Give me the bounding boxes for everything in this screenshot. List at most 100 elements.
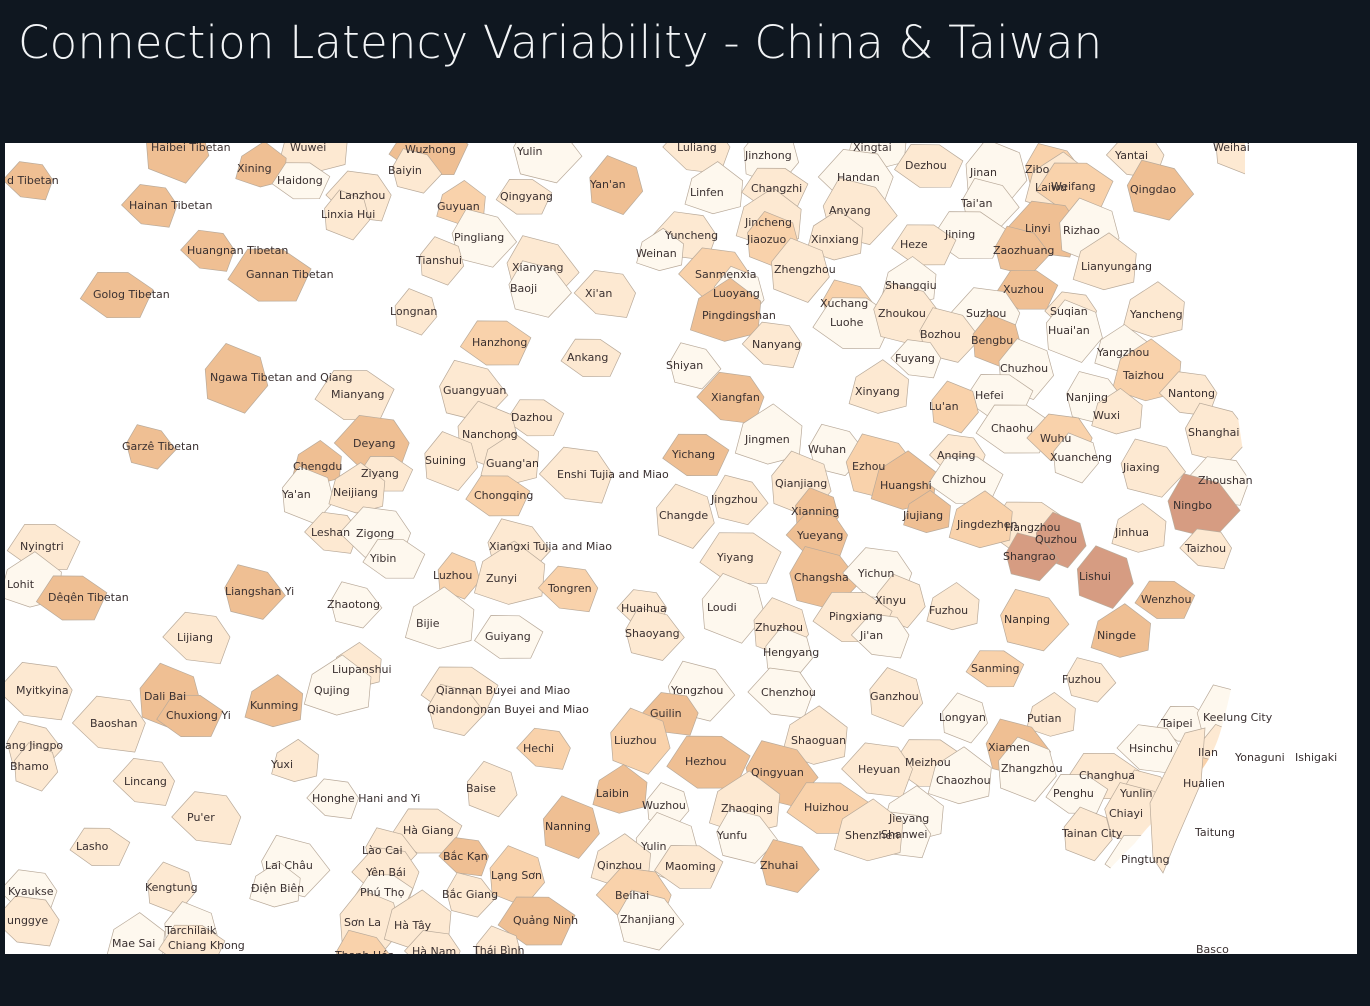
region-longyan[interactable] [942,692,988,744]
region-penghu[interactable] [1045,774,1109,814]
region-shangrao[interactable] [1005,532,1060,582]
region-golog-tibetan[interactable] [79,271,154,319]
region-qingdao[interactable] [1126,159,1195,221]
region-longnan[interactable] [394,288,438,336]
region-liangshan-yi[interactable] [224,564,286,620]
region-bijie[interactable] [404,586,475,650]
region-shenzhen[interactable] [833,798,904,862]
region-lincang[interactable] [112,758,175,806]
region-tianshui[interactable] [420,236,465,286]
region-b-c-giang[interactable] [446,872,497,918]
region-gannan-tibetan[interactable] [227,248,312,302]
region-myitkyina[interactable] [5,662,73,721]
region-liuzhou[interactable] [610,707,671,775]
region-haibei-tibetan[interactable] [146,143,210,184]
region-chuxiong-yi[interactable] [156,694,224,737]
region-shaoguan[interactable] [781,705,848,765]
region-tainan-city[interactable] [1063,806,1113,862]
region-zhangzhou[interactable] [998,736,1057,802]
region-taiwan[interactable] [1149,727,1206,874]
region-h-giang[interactable] [390,808,463,854]
region-lijiang[interactable] [162,611,231,665]
region-sanming[interactable] [965,650,1025,688]
region-ankang[interactable] [560,338,622,377]
region-ji-an[interactable] [850,613,910,659]
region-thanh-h-a[interactable] [335,929,393,954]
region-yan-an[interactable] [589,155,644,216]
region-linxia-hui[interactable] [324,189,370,241]
region-hanzhong[interactable] [459,320,532,366]
region-zunyi[interactable] [473,540,546,605]
region-jingzhou[interactable] [712,474,769,526]
region-yuxi[interactable] [271,738,319,782]
region-xuzhou[interactable] [995,270,1059,310]
region-jiaxing[interactable] [1120,438,1187,498]
region-tongren[interactable] [537,565,599,613]
region-yulin[interactable] [513,143,583,184]
region-xinyang[interactable] [848,359,909,414]
region-loudi[interactable] [701,572,766,644]
region-enshi-tujia-and-miao[interactable] [538,446,613,504]
region-wuxi[interactable] [1091,387,1143,435]
region-xuancheng[interactable] [1053,432,1099,484]
region-yunfu[interactable] [716,808,778,864]
region-chaozhou[interactable] [927,746,992,805]
region-lu-an[interactable] [931,380,979,434]
region-pu-er[interactable] [171,791,242,845]
region-qiandongnan-buyei-and-miao[interactable] [427,683,486,736]
region-jinhua[interactable] [1111,503,1167,553]
region-huai-an[interactable] [1045,299,1103,363]
region-weinan[interactable] [636,227,684,271]
region-putian[interactable] [1026,691,1076,737]
region-chongqing[interactable] [465,475,531,517]
region-maoming[interactable] [654,845,724,889]
region-nanyang[interactable] [741,321,803,369]
region-bhamo[interactable] [14,742,59,792]
region-b-c-k-n[interactable] [438,837,490,877]
region-huangnan-tibetan[interactable] [180,229,235,272]
region-nanping[interactable] [1000,588,1070,652]
region-leshan[interactable] [304,511,359,554]
region-hezhou[interactable] [666,735,751,789]
region-ningbo[interactable] [1167,473,1241,540]
region-pingdingshan[interactable] [689,277,762,342]
region-dazhou[interactable] [505,399,565,437]
region-jingdezhen[interactable] [948,490,1013,549]
region-th-i-b-nh[interactable] [476,925,522,954]
region-neijiang[interactable] [328,462,386,514]
region-xinxiang[interactable] [806,209,864,261]
region-luzhou[interactable] [437,552,481,600]
region-haidong[interactable] [271,162,331,200]
region-shiyan[interactable] [669,342,722,390]
region--i-n-bi-n[interactable] [249,860,301,908]
region-yichang[interactable] [662,433,730,476]
region-unggye[interactable] [5,895,60,947]
region-hainan-tibetan[interactable] [121,184,178,228]
region-garz-tibetan[interactable] [126,424,177,470]
region-qu-ng-ninh[interactable] [497,896,576,946]
region-zaozhuang[interactable] [994,225,1051,277]
region-lishui[interactable] [1076,545,1134,609]
region-changde[interactable] [656,483,715,549]
region-mae-sai[interactable] [106,912,166,954]
region-wenzhou[interactable] [1134,580,1196,619]
region-qingyang[interactable] [495,179,553,215]
region-d-q-n-tibetan[interactable] [35,575,108,621]
region-h-nam[interactable] [404,930,461,955]
region-zhanjiang[interactable] [616,889,685,951]
region-kunming[interactable] [244,674,304,728]
region-xining[interactable] [235,143,287,188]
region-fuyang[interactable] [890,339,942,379]
region-taizhou[interactable] [1179,528,1232,570]
region-ngawa-tibetan-and-qiang[interactable] [204,342,269,414]
region-zhuhai[interactable] [760,839,820,893]
region-baoshan[interactable] [71,695,146,753]
region-fuzhou[interactable] [926,582,980,631]
region-honghe-hani-and-yi[interactable] [306,778,359,820]
region-taizhou[interactable] [1111,338,1182,402]
region-hechi[interactable] [516,727,571,770]
region-ganzhou[interactable] [869,667,924,728]
region-jingmen[interactable] [734,403,803,465]
region-nanning[interactable] [542,795,600,859]
region-ningde[interactable] [1090,603,1151,658]
